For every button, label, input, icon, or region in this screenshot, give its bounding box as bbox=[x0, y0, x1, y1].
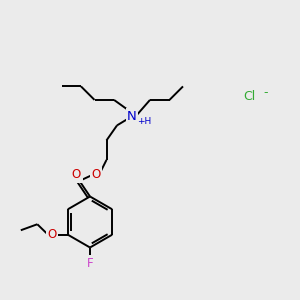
Text: O: O bbox=[72, 168, 81, 182]
Text: +H: +H bbox=[137, 117, 152, 126]
Text: F: F bbox=[87, 256, 93, 270]
Text: Cl: Cl bbox=[243, 89, 255, 103]
Text: O: O bbox=[48, 228, 57, 241]
Text: O: O bbox=[92, 168, 100, 182]
Text: -: - bbox=[263, 86, 268, 100]
Text: N: N bbox=[127, 110, 137, 123]
